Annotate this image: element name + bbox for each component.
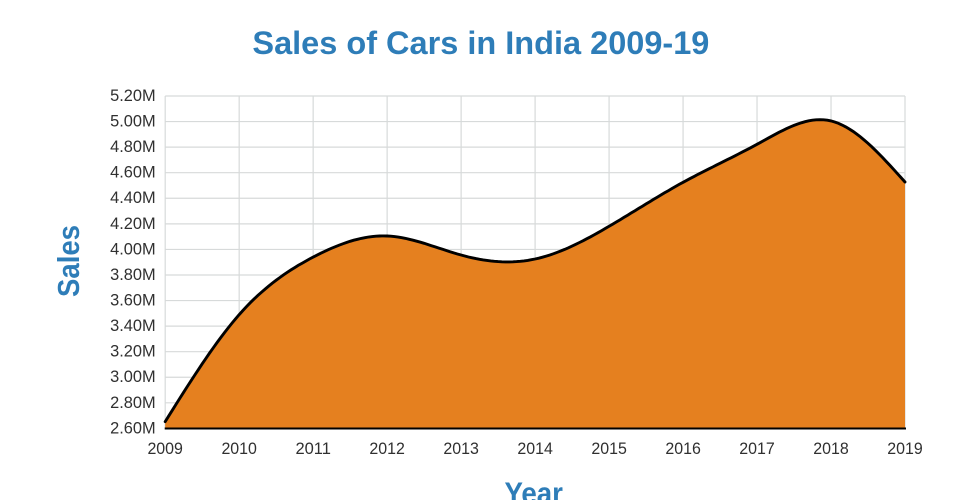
svg-text:2.60M: 2.60M bbox=[110, 418, 156, 437]
svg-text:2.80M: 2.80M bbox=[110, 393, 156, 412]
svg-text:2018: 2018 bbox=[813, 439, 849, 458]
svg-text:3.40M: 3.40M bbox=[110, 316, 156, 335]
svg-text:Year: Year bbox=[504, 476, 563, 500]
svg-text:2014: 2014 bbox=[517, 439, 553, 458]
svg-text:3.20M: 3.20M bbox=[110, 342, 156, 361]
svg-text:2010: 2010 bbox=[221, 439, 257, 458]
svg-text:3.80M: 3.80M bbox=[110, 265, 156, 284]
svg-text:4.40M: 4.40M bbox=[110, 188, 156, 207]
svg-text:2011: 2011 bbox=[295, 439, 331, 458]
svg-text:4.60M: 4.60M bbox=[110, 163, 156, 182]
svg-text:5.00M: 5.00M bbox=[110, 112, 156, 131]
svg-text:2017: 2017 bbox=[739, 439, 775, 458]
svg-text:2009: 2009 bbox=[147, 439, 183, 458]
svg-text:Sales of Cars in India 2009-19: Sales of Cars in India 2009-19 bbox=[252, 24, 709, 61]
svg-text:2015: 2015 bbox=[591, 439, 627, 458]
svg-text:5.20M: 5.20M bbox=[110, 86, 156, 105]
svg-text:4.80M: 4.80M bbox=[110, 137, 156, 156]
svg-text:2016: 2016 bbox=[665, 439, 701, 458]
svg-text:Sales: Sales bbox=[51, 225, 86, 297]
svg-text:2012: 2012 bbox=[369, 439, 405, 458]
svg-text:2013: 2013 bbox=[443, 439, 479, 458]
svg-text:4.00M: 4.00M bbox=[110, 239, 156, 258]
svg-text:3.60M: 3.60M bbox=[110, 291, 156, 310]
svg-text:4.20M: 4.20M bbox=[110, 214, 156, 233]
svg-text:3.00M: 3.00M bbox=[110, 367, 156, 386]
svg-text:2019: 2019 bbox=[887, 439, 923, 458]
